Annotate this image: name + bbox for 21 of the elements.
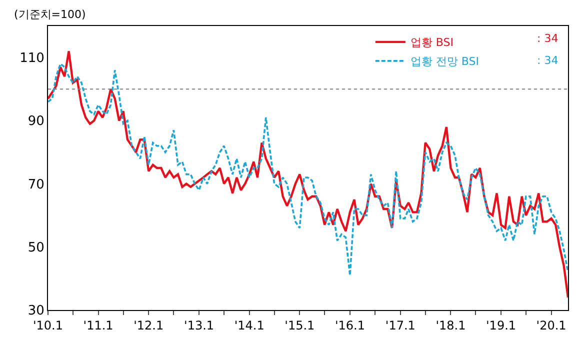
x-tick-label: '12.1 [134, 318, 164, 332]
x-tick-label: '11.1 [83, 318, 114, 332]
x-tick-label: '10.1 [32, 318, 64, 332]
annotation: : 34 [537, 32, 558, 45]
x-tick-label: '17.1 [385, 318, 416, 332]
y-tick-label: 110 [20, 51, 44, 66]
y-tick-label: 30 [28, 304, 44, 319]
y-tick-label: 70 [28, 177, 44, 192]
x-tick-label: '16.1 [334, 318, 365, 332]
x-tick-label: '19.1 [486, 318, 516, 332]
x-tick-label: '14.1 [234, 318, 264, 332]
annotation: : 34 [537, 54, 558, 67]
y-axis-title: (기준치=100) [14, 8, 86, 21]
y-tick-label: 50 [28, 240, 44, 256]
y-tick-label: 90 [28, 114, 44, 130]
legend-label: 업황 BSI [410, 36, 454, 50]
x-tick-label: '15.1 [284, 318, 315, 332]
x-tick-label: '18.1 [436, 318, 466, 332]
x-tick-label: '20.1 [536, 318, 566, 332]
x-tick-label: '13.1 [184, 318, 214, 332]
legend-label: 업황 전망 BSI [410, 55, 479, 68]
